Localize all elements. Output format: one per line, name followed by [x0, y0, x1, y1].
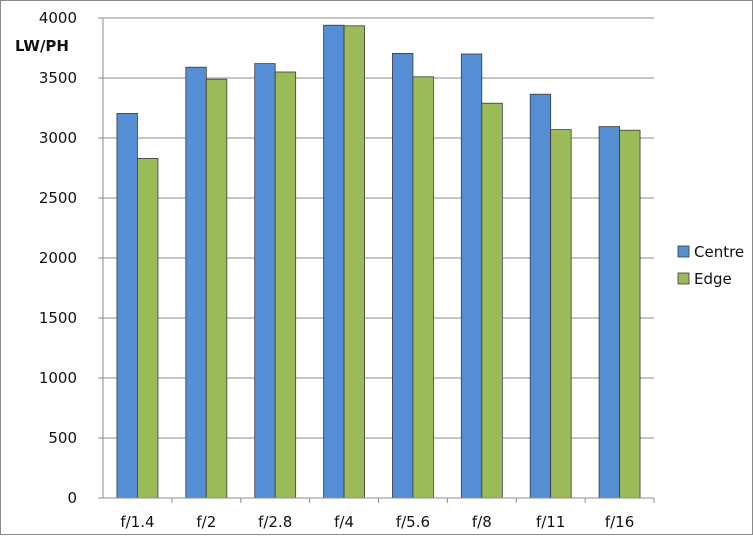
x-tick-label: f/4: [334, 513, 354, 531]
bar-centre-f/2.8: [254, 63, 276, 499]
bar-centre-f/11: [529, 93, 552, 499]
y-tick-label: 0: [67, 489, 77, 507]
bar-centre-f/5.6: [392, 53, 414, 499]
x-tick-label: f/16: [605, 513, 634, 531]
y-tick-label: 4000: [39, 9, 77, 27]
x-tick-label: f/2.8: [258, 513, 292, 531]
y-tick-label: 500: [48, 429, 77, 447]
legend-swatch-centre: [677, 245, 690, 258]
bar-edge-f/2: [205, 78, 228, 499]
bar-centre-f/1.4: [116, 113, 138, 499]
legend: Centre Edge: [677, 243, 744, 288]
x-tick-label: f/1.4: [120, 513, 154, 531]
bar-centre-f/16: [598, 126, 620, 499]
bar-centre-f/4: [323, 24, 345, 499]
x-tick-labels: f/1.4 f/2 f/2.8 f/4 f/5.6 f/8 f/11 f/16: [120, 498, 655, 531]
x-tick-label: f/2: [196, 513, 216, 531]
x-tick-label: f/8: [472, 513, 492, 531]
x-tick-label: f/5.6: [396, 513, 430, 531]
y-tick-label: 3500: [39, 69, 77, 87]
y-tick-label: 3000: [39, 129, 77, 147]
y-tick-label: 1000: [39, 369, 77, 387]
legend-swatch-edge: [677, 272, 690, 285]
x-tick-label: f/11: [536, 513, 565, 531]
y-tick-label: 2000: [39, 249, 77, 267]
y-tick-label: 1500: [39, 309, 77, 327]
y-tick-labels: 0 500 1000 1500 2000 2500 3000 3500 4000: [39, 9, 103, 507]
bar-centre-f/2: [185, 66, 207, 499]
bar-edge-f/1.4: [137, 157, 159, 499]
bars: [116, 24, 641, 499]
legend-label-edge: Edge: [694, 270, 732, 288]
legend-label-centre: Centre: [694, 243, 744, 261]
bar-edge-f/5.6: [412, 76, 434, 499]
bar-edge-f/2.8: [274, 71, 297, 499]
bar-edge-f/11: [550, 129, 572, 499]
bar-edge-f/16: [619, 129, 641, 499]
y-axis-label: LW/PH: [15, 37, 69, 55]
bar-edge-f/4: [343, 25, 365, 499]
y-tick-label: 2500: [39, 189, 77, 207]
bar-centre-f/8: [460, 53, 483, 499]
bar-edge-f/8: [481, 102, 503, 499]
